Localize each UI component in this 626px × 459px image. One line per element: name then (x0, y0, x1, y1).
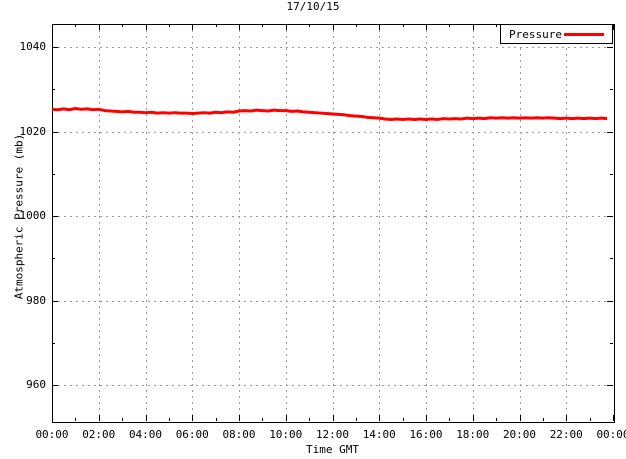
y-tick-label: 1040 (19, 40, 47, 54)
legend-label-pressure: Pressure (509, 28, 562, 41)
data-series-group (51, 106, 608, 121)
gridlines (52, 24, 613, 421)
x-tick-label: 00:00 (35, 428, 69, 441)
chart-title: 17/10/15 (286, 0, 340, 13)
y-tick-label: 960 (26, 378, 46, 392)
x-tick-label: 12:00 (315, 428, 350, 441)
x-tick-label: 22:00 (549, 428, 583, 441)
x-tick-label: 16:00 (409, 428, 443, 441)
y-tick-label: 1000 (19, 209, 47, 223)
x-tick-label: 14:00 (362, 428, 396, 441)
x-tick-label: 02:00 (82, 428, 116, 441)
x-tick-label: 10:00 (269, 428, 303, 441)
x-tick-label: 04:00 (128, 428, 163, 441)
x-tick-label: 06:00 (175, 428, 209, 441)
y-tick-label: 980 (26, 293, 46, 307)
axis-ticks (52, 24, 614, 421)
x-tick-label: 18:00 (456, 428, 490, 441)
y-tick-label: 1020 (19, 124, 47, 138)
legend-swatch-pressure (564, 33, 604, 36)
x-axis-label: Time GMT (306, 443, 359, 456)
legend: Pressure (500, 24, 613, 44)
series-line-pressure (51, 106, 608, 121)
x-tick-label: 00:00 (596, 428, 626, 441)
x-tick-label: 08:00 (222, 428, 256, 441)
x-tick-label: 20:00 (502, 428, 537, 441)
